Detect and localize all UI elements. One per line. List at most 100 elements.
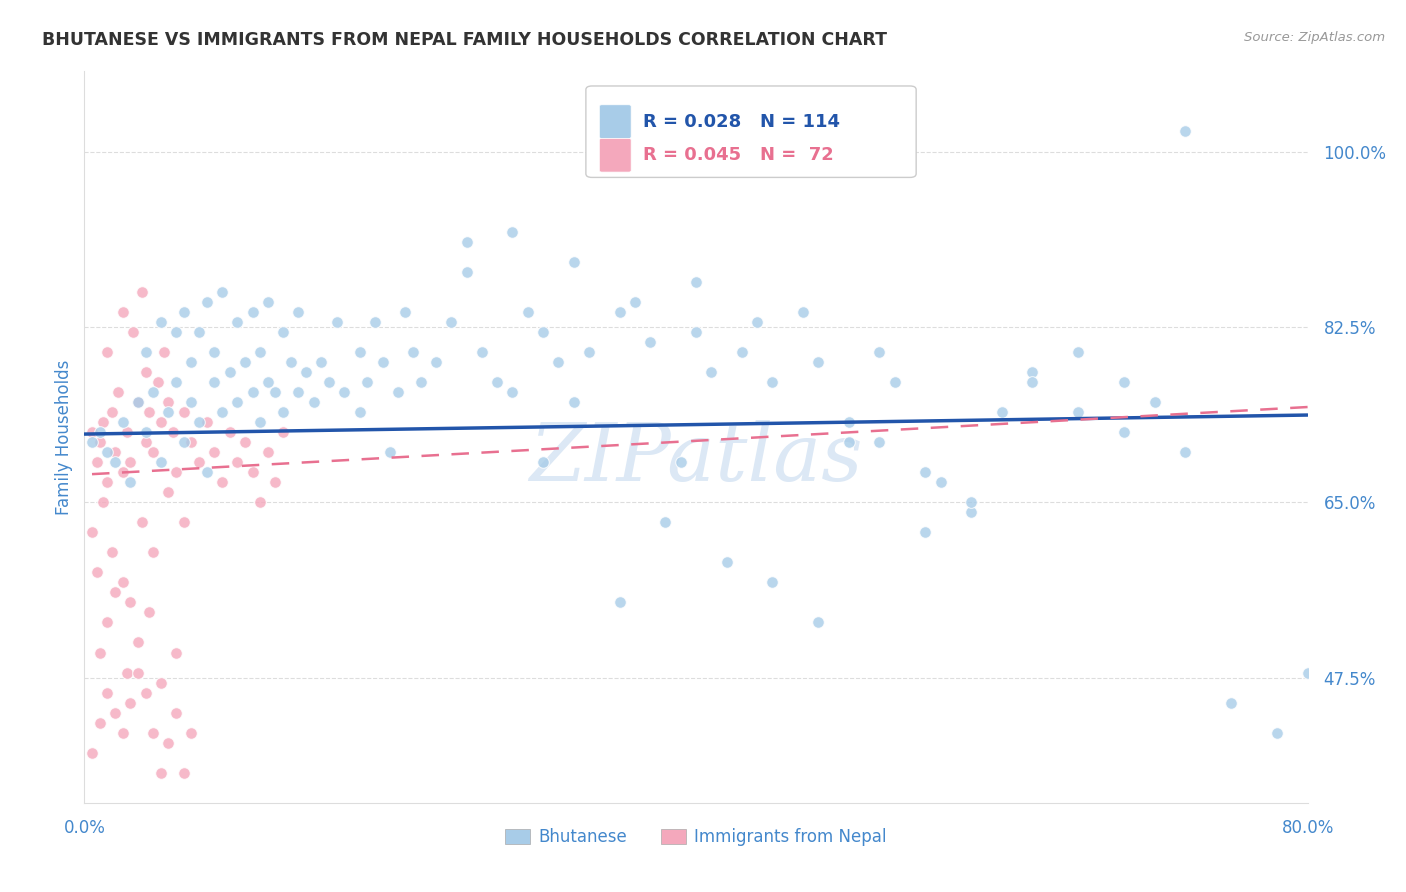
Point (162, 425, 184, 439)
Point (149, 415, 172, 429)
Point (131, 285, 153, 299)
Point (202, 345, 225, 359)
Point (142, 725, 165, 739)
Point (838, 435, 860, 450)
Point (173, 765, 195, 780)
Point (218, 365, 240, 379)
Point (991, 405, 1014, 419)
Point (226, 395, 249, 409)
Point (101, 405, 124, 419)
Point (271, 425, 294, 439)
Point (960, 495, 983, 509)
Point (202, 375, 225, 389)
Point (242, 305, 264, 319)
Point (195, 465, 218, 479)
Point (456, 265, 478, 279)
Point (89, 425, 111, 439)
Point (562, 254, 585, 268)
Point (883, 375, 905, 389)
Point (295, 365, 318, 379)
Point (409, 375, 432, 389)
Point (165, 465, 187, 479)
Point (502, 225, 524, 239)
Point (486, 375, 509, 389)
Point (624, 294, 647, 309)
Point (111, 415, 134, 429)
Point (180, 435, 202, 450)
Point (654, 515, 676, 529)
Point (226, 315, 249, 329)
Point (127, 665, 149, 680)
Point (135, 685, 157, 699)
Point (180, 395, 202, 409)
Point (380, 445, 402, 459)
Point (127, 395, 149, 409)
Point (1021, 365, 1043, 379)
Point (149, 315, 172, 329)
Point (120, 475, 142, 490)
Point (142, 545, 165, 559)
Point (1143, 395, 1166, 409)
Point (101, 545, 124, 559)
Point (562, 395, 585, 409)
Point (1265, 725, 1288, 739)
Point (242, 384, 264, 399)
Point (249, 345, 271, 359)
Point (440, 315, 463, 329)
Point (609, 305, 631, 319)
Point (96, 445, 118, 459)
Point (135, 365, 157, 379)
Point (685, 325, 707, 339)
Point (96, 615, 118, 630)
Point (86, 455, 108, 469)
Point (960, 505, 983, 519)
Point (80, 746, 103, 760)
Point (402, 345, 425, 359)
Point (914, 525, 936, 540)
Point (761, 575, 783, 590)
Point (188, 455, 211, 469)
Point (364, 315, 387, 329)
Point (502, 384, 524, 399)
Point (394, 305, 416, 319)
Point (120, 455, 142, 469)
Point (318, 375, 340, 389)
Point (700, 365, 723, 379)
Point (96, 475, 118, 490)
Point (80, 425, 103, 439)
Point (638, 334, 661, 349)
Point (96, 685, 118, 699)
Point (149, 455, 172, 469)
FancyBboxPatch shape (599, 138, 631, 172)
Point (135, 435, 157, 450)
Point (104, 585, 127, 599)
Point (311, 355, 333, 369)
Point (127, 395, 149, 409)
Point (747, 315, 769, 329)
Point (869, 345, 891, 359)
Point (111, 725, 134, 739)
Text: ZIPatlas: ZIPatlas (529, 420, 863, 498)
Point (1174, 124, 1197, 138)
Point (271, 405, 294, 419)
Point (89, 715, 111, 730)
Point (195, 294, 218, 309)
Point (142, 384, 165, 399)
Point (929, 475, 952, 490)
Point (120, 696, 142, 710)
Point (264, 384, 287, 399)
Point (165, 325, 187, 339)
Point (325, 315, 347, 329)
Point (531, 455, 554, 469)
Text: BHUTANESE VS IMMIGRANTS FROM NEPAL FAMILY HOUSEHOLDS CORRELATION CHART: BHUTANESE VS IMMIGRANTS FROM NEPAL FAMIL… (42, 31, 887, 49)
Point (104, 445, 127, 459)
Point (1114, 425, 1136, 439)
Point (233, 435, 256, 450)
Point (349, 345, 371, 359)
Point (1067, 345, 1090, 359)
Point (127, 635, 149, 649)
Point (135, 425, 157, 439)
Point (547, 355, 569, 369)
Point (371, 355, 394, 369)
Point (609, 595, 631, 609)
